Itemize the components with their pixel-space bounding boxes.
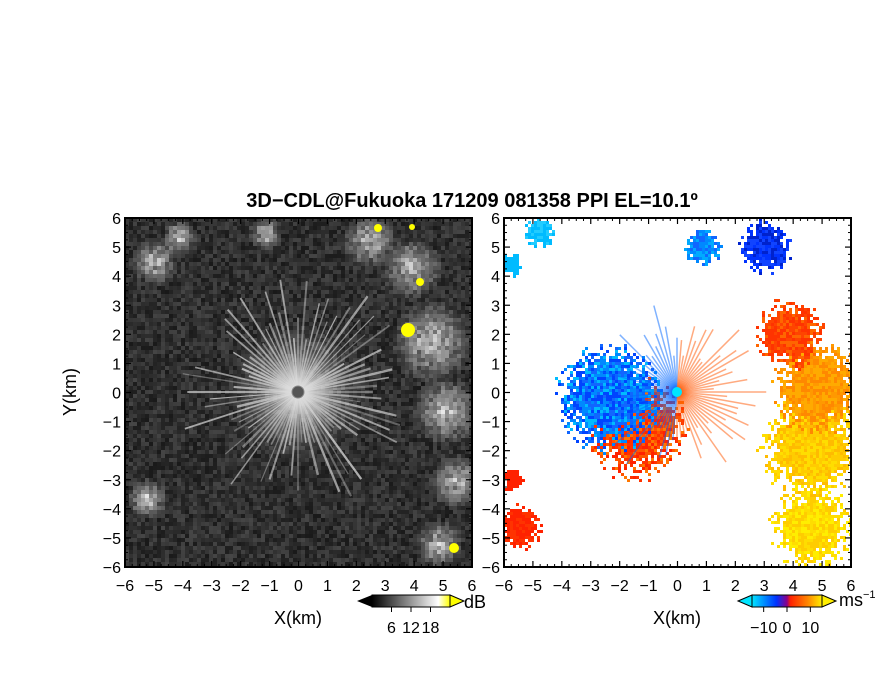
x-tick-label: −3 <box>203 578 221 595</box>
y-tick-label: 1 <box>112 356 121 373</box>
x-tick-label: −1 <box>639 578 657 595</box>
colorbar-tick-label: 12 <box>402 620 420 637</box>
x-tick-label: 6 <box>847 578 856 595</box>
y-tick-label: 5 <box>491 240 500 257</box>
y-tick-label: 4 <box>112 269 121 286</box>
reflectivity-colorbar: 6 12 18 dB <box>357 592 486 637</box>
y-tick-label: 0 <box>112 386 121 403</box>
colorbar-tick-label: 0 <box>783 620 792 637</box>
x-axis-label-left: X(km) <box>274 608 322 628</box>
x-tick-label: 4 <box>410 578 419 595</box>
x-tick-label: 1 <box>702 578 711 595</box>
radar-center-marker <box>291 385 305 399</box>
y-tick-label: −1 <box>103 415 121 432</box>
y-tick-label: −1 <box>482 415 500 432</box>
x-tick-label: −3 <box>582 578 600 595</box>
high-reflectivity-cell <box>416 278 424 286</box>
x-tick-label: 2 <box>352 578 361 595</box>
y-tick-label: 4 <box>491 269 500 286</box>
colorbar-tick-label: 6 <box>387 620 396 637</box>
x-tick-label: −2 <box>611 578 629 595</box>
y-tick-label: 2 <box>491 327 500 344</box>
y-tick-label: −6 <box>103 560 121 577</box>
x-tick-label: −6 <box>495 578 513 595</box>
y-tick-label: 1 <box>491 356 500 373</box>
high-reflectivity-cell <box>449 543 459 553</box>
velocity-colorbar: −10 0 10 ms−1 <box>736 589 876 637</box>
velocity-echoes <box>504 218 851 567</box>
y-tick-label: −4 <box>482 502 500 519</box>
y-tick-label: 2 <box>112 327 121 344</box>
y-tick-label: −6 <box>482 560 500 577</box>
x-tick-label: 5 <box>818 578 827 595</box>
y-tick-label: 0 <box>491 386 500 403</box>
colorbar-tick-label: 10 <box>801 620 819 637</box>
colorbar-velocity-left-arrow <box>736 594 753 608</box>
x-tick-label: −2 <box>232 578 250 595</box>
colorbar-db-unit: dB <box>464 592 486 612</box>
chart-title: 3D−CDL@Fukuoka 171209 081358 PPI EL=10.1… <box>246 190 698 212</box>
x-tick-label: 3 <box>760 578 769 595</box>
x-tick-label: 3 <box>381 578 390 595</box>
y-tick-label: −5 <box>103 531 121 548</box>
colorbar-velocity-scale <box>751 594 823 608</box>
colorbar-velocity-unit: ms−1 <box>839 589 876 610</box>
x-tick-label: 6 <box>468 578 477 595</box>
colorbar-left-arrow <box>357 595 372 607</box>
y-tick-label: 6 <box>491 211 500 228</box>
y-tick-label: 5 <box>112 240 121 257</box>
x-tick-label: −4 <box>174 578 192 595</box>
x-tick-label: 1 <box>323 578 332 595</box>
x-tick-label: 2 <box>731 578 740 595</box>
x-tick-label: −5 <box>524 578 542 595</box>
colorbar-right-arrow <box>449 594 466 608</box>
x-tick-label: −1 <box>260 578 278 595</box>
y-tick-label: 3 <box>491 298 500 315</box>
colorbar-velocity-right-arrow <box>821 594 838 608</box>
high-reflectivity-cell <box>401 323 415 337</box>
high-reflectivity-cell <box>374 224 382 232</box>
x-tick-label: −4 <box>553 578 571 595</box>
y-axis-label: Y(km) <box>60 368 80 416</box>
x-tick-label: 5 <box>439 578 448 595</box>
velocity-ticks: −6 −5 −4 −3 −2 −1 0 1 2 3 4 5 6 6 5 4 3 2 1 0 −1 −2 −3 −4 −5 −6 <box>482 211 856 595</box>
x-axis-label-right: X(km) <box>653 608 701 628</box>
colorbar-velocity-unit-exponent: −1 <box>863 589 876 601</box>
y-tick-label: −5 <box>482 531 500 548</box>
radar-center-marker <box>672 387 682 397</box>
y-tick-label: −3 <box>482 473 500 490</box>
high-reflectivity-cell <box>409 224 415 230</box>
reflectivity-ticks: −6 −5 −4 −3 −2 −1 0 1 2 3 4 5 6 6 5 4 3 2 1 0 −1 −2 −3 −4 −5 −6 <box>103 211 477 595</box>
x-tick-label: −5 <box>145 578 163 595</box>
y-tick-label: −2 <box>103 444 121 461</box>
y-tick-label: −3 <box>103 473 121 490</box>
x-tick-label: 0 <box>294 578 303 595</box>
y-tick-label: 6 <box>112 211 121 228</box>
colorbar-db-scale <box>371 594 451 608</box>
y-tick-label: −2 <box>482 444 500 461</box>
colorbar-tick-label: −10 <box>750 620 777 637</box>
x-tick-label: −6 <box>116 578 134 595</box>
x-tick-label: 4 <box>789 578 798 595</box>
y-tick-label: −4 <box>103 502 121 519</box>
colorbar-tick-label: 18 <box>422 620 440 637</box>
x-tick-label: 0 <box>673 578 682 595</box>
y-tick-label: 3 <box>112 298 121 315</box>
